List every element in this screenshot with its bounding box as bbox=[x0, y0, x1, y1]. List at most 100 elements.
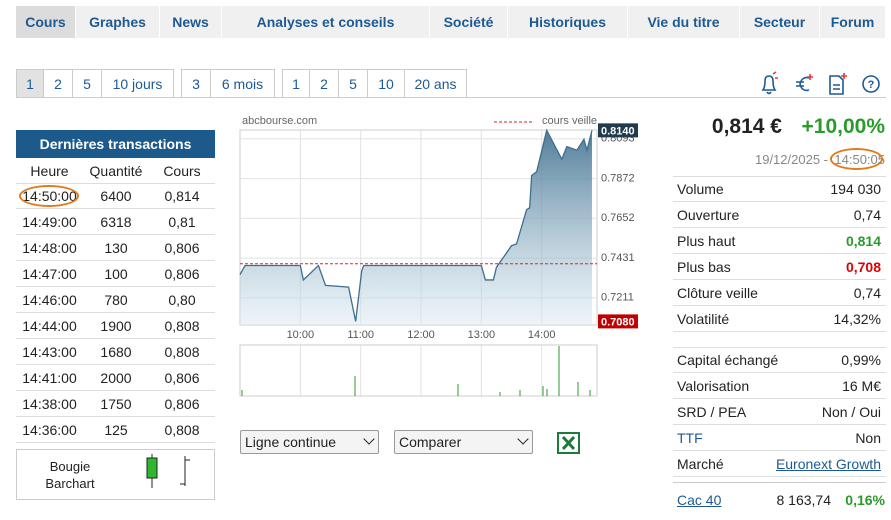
index-name[interactable]: Cac 40 bbox=[677, 492, 722, 508]
period-button[interactable]: 1 bbox=[282, 69, 310, 98]
stat-row bbox=[673, 202, 886, 228]
period-button[interactable]: 2 bbox=[44, 69, 73, 98]
table-cell: 0,806 bbox=[164, 266, 200, 282]
chart-type-icons[interactable] bbox=[140, 452, 200, 492]
stat-row bbox=[673, 176, 886, 202]
svg-text:?: ? bbox=[868, 79, 875, 91]
stat-label: Ouverture bbox=[677, 207, 740, 223]
price-marker-label: 0.7080 bbox=[601, 316, 635, 328]
nav-tab[interactable]: Historiques bbox=[508, 6, 628, 38]
table-cell: 14:36:00 bbox=[22, 422, 77, 438]
table-cell: 14:41:00 bbox=[22, 370, 77, 386]
index-change: 0,16% bbox=[845, 492, 885, 508]
excel-icon[interactable] bbox=[556, 431, 582, 455]
alert-icon[interactable] bbox=[761, 75, 777, 95]
period-button[interactable]: 5 bbox=[73, 69, 102, 98]
nav-tab[interactable]: Cours bbox=[16, 6, 76, 38]
alert-mark bbox=[772, 71, 778, 79]
price-marker-label: 0.8140 bbox=[601, 125, 635, 137]
stat-label: Clôture veille bbox=[677, 285, 758, 301]
x-tick-label: 11:00 bbox=[347, 329, 374, 341]
stat-row bbox=[673, 228, 886, 254]
table-row bbox=[16, 391, 215, 417]
nav-tab[interactable]: Société bbox=[430, 6, 508, 38]
select-arrow bbox=[363, 433, 375, 445]
chart-type-label[interactable]: Bougie bbox=[49, 458, 91, 474]
table-row bbox=[16, 365, 215, 391]
nav-tab[interactable]: Vie du titre bbox=[628, 6, 740, 38]
nav-tab[interactable]: Secteur bbox=[740, 6, 820, 38]
help-icon[interactable]: ? bbox=[862, 75, 880, 93]
legend-label: cours veille bbox=[542, 115, 597, 127]
table-cell: 14:47:00 bbox=[22, 266, 77, 282]
stat-row bbox=[673, 347, 886, 373]
stat-row bbox=[673, 425, 886, 451]
nav-tab[interactable]: News bbox=[160, 6, 222, 38]
stat-value: 0,74 bbox=[853, 207, 881, 223]
stat-row bbox=[673, 451, 886, 477]
table-row bbox=[16, 287, 215, 313]
x-tick-label: 14:00 bbox=[528, 329, 556, 341]
table-row bbox=[16, 313, 215, 339]
table-cell: 14:43:00 bbox=[22, 344, 77, 360]
period-button[interactable]: 5 bbox=[339, 69, 368, 98]
y-tick-label: 0.7652 bbox=[601, 212, 635, 224]
table-row bbox=[16, 209, 215, 235]
select-label: Comparer bbox=[399, 434, 462, 450]
chart-type-label[interactable]: Barchart bbox=[45, 475, 95, 491]
table-cell: 0,806 bbox=[164, 240, 200, 256]
x-tick-label: 13:00 bbox=[468, 329, 496, 341]
table-cell: 14:46:00 bbox=[22, 292, 77, 308]
stat-value: 0,99% bbox=[841, 352, 881, 368]
stat-label: Plus bas bbox=[677, 259, 731, 275]
volume-area bbox=[239, 344, 598, 397]
period-button[interactable]: 10 jours bbox=[102, 69, 174, 98]
table-cell: 14:38:00 bbox=[22, 396, 77, 412]
stat-value: 14,32% bbox=[833, 311, 881, 327]
table-cell: 0,80 bbox=[168, 292, 196, 308]
plus-mark bbox=[841, 73, 847, 79]
stat-label: Capital échangé bbox=[677, 352, 779, 368]
period-button[interactable]: 20 ans bbox=[405, 69, 467, 98]
table-cell: 780 bbox=[104, 292, 128, 308]
chart-type-box bbox=[16, 449, 215, 500]
nav-tab[interactable]: Forum bbox=[820, 6, 886, 38]
stat-label: Marché bbox=[677, 456, 724, 472]
period-button[interactable]: 6 mois bbox=[211, 69, 275, 98]
tool-icons: ? bbox=[761, 71, 880, 95]
table-cell: 0,806 bbox=[164, 396, 200, 412]
period-button[interactable]: 3 bbox=[181, 69, 211, 98]
stat-value[interactable]: Euronext Growth bbox=[775, 456, 881, 472]
select[interactable]: Ligne continue bbox=[240, 430, 379, 454]
table-cell: 2000 bbox=[100, 370, 132, 386]
nav-tab[interactable]: Graphes bbox=[76, 6, 160, 38]
table-cell: 0,806 bbox=[164, 370, 200, 386]
column-header: Quantité bbox=[89, 163, 143, 179]
select-label: Ligne continue bbox=[245, 434, 337, 450]
select[interactable]: Comparer bbox=[394, 430, 533, 454]
table-cell: 1750 bbox=[100, 396, 132, 412]
y-tick-label: 0.7872 bbox=[601, 173, 635, 185]
table-cell: 14:49:00 bbox=[22, 214, 77, 230]
stat-label: SRD / PEA bbox=[677, 404, 747, 420]
euro-icon[interactable] bbox=[796, 76, 810, 92]
column-header: Heure bbox=[30, 163, 69, 179]
stat-value: 0,708 bbox=[845, 259, 881, 275]
table-cell: 14:44:00 bbox=[22, 318, 77, 334]
price-marker bbox=[598, 314, 638, 329]
select-arrow bbox=[517, 433, 529, 445]
stat-value: 0,814 bbox=[845, 233, 881, 249]
doc-icon[interactable] bbox=[829, 75, 844, 95]
stat-value: 0,74 bbox=[853, 285, 881, 301]
stat-row bbox=[673, 373, 886, 399]
stat-row bbox=[673, 254, 886, 280]
period-button[interactable]: 2 bbox=[310, 69, 339, 98]
table-cell: 1680 bbox=[100, 344, 132, 360]
stat-label[interactable]: TTF bbox=[677, 430, 703, 446]
stat-value: Non bbox=[855, 430, 881, 446]
nav-tab[interactable]: Analyses et conseils bbox=[222, 6, 430, 38]
price-area bbox=[240, 130, 592, 325]
source-label: abcbourse.com bbox=[242, 115, 317, 127]
period-button[interactable]: 1 bbox=[16, 69, 44, 98]
period-button[interactable]: 10 bbox=[368, 69, 405, 98]
